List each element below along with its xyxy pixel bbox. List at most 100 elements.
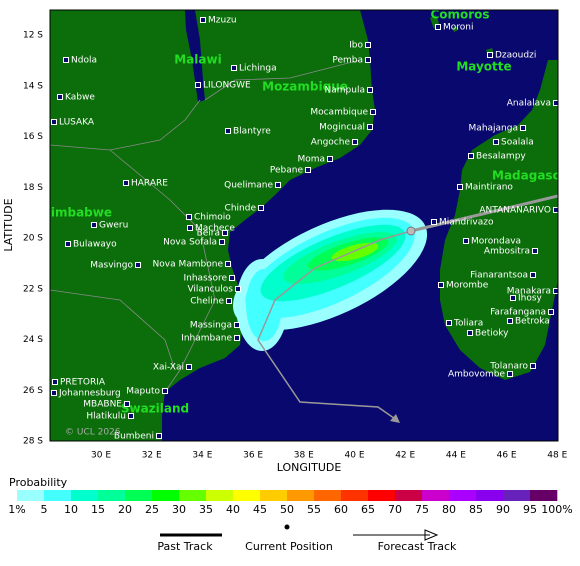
legend-swatch	[422, 490, 450, 501]
legend-label: 5	[41, 503, 48, 516]
mainland	[50, 10, 375, 441]
place-marker	[52, 379, 58, 385]
place-label: Bulawayo	[73, 240, 117, 250]
y-tick-label: 20 S	[23, 234, 43, 244]
place-marker	[186, 364, 192, 370]
place-marker	[467, 330, 473, 336]
legend-label: 10	[64, 503, 78, 516]
forecast-arrow	[390, 414, 400, 423]
place-label: Gweru	[99, 221, 128, 231]
place-marker	[231, 65, 237, 71]
place-marker	[365, 42, 371, 48]
madagascar	[440, 60, 558, 380]
region-label: Malawi	[174, 53, 221, 67]
place-label: Morondava	[471, 237, 521, 247]
legend-title: Probability	[9, 476, 68, 489]
map-frame	[49, 9, 559, 442]
legend-swatch	[260, 490, 288, 501]
x-tick-label: 34 E	[192, 451, 212, 461]
place-marker	[51, 119, 57, 125]
legend-swatch	[287, 490, 315, 501]
place-label: Mocambique	[310, 108, 368, 118]
place-label: Pebane	[270, 166, 304, 176]
legend-label: 100%	[541, 503, 572, 516]
y-tick-label: 26 S	[23, 386, 43, 396]
place-marker	[553, 100, 558, 106]
legend-swatch	[395, 490, 423, 501]
place-marker	[553, 288, 558, 294]
place-label: Soalala	[501, 138, 534, 148]
place-label: Moma	[297, 155, 325, 165]
place-label: Chinde	[225, 204, 257, 214]
legend-swatch	[233, 490, 261, 501]
legend-label: 45	[253, 503, 267, 516]
lake	[185, 10, 205, 102]
legend-swatch	[206, 490, 234, 501]
x-tick-label: 40 E	[345, 451, 365, 461]
x-tick-label: 48 E	[547, 451, 567, 461]
place-label: Vilanculos	[187, 285, 233, 295]
legend-label: 75	[415, 503, 429, 516]
y-tick-label: 22 S	[23, 284, 43, 294]
place-marker	[124, 401, 130, 407]
x-tick-label: 30 E	[91, 451, 111, 461]
place-marker	[431, 219, 437, 225]
legend-track-label: Current Position	[245, 540, 333, 553]
place-marker	[446, 320, 452, 326]
place-marker	[63, 57, 69, 63]
legend-swatch	[449, 490, 477, 501]
place-label: Nova Sofala	[163, 238, 217, 248]
place-label: Nova Mambone	[153, 260, 224, 270]
x-tick-label: 32 E	[142, 451, 162, 461]
place-label: Fianarantsoa	[470, 271, 528, 281]
legend-label: 95	[523, 503, 537, 516]
legend-current-position	[284, 524, 290, 530]
y-tick-label: 28 S	[23, 437, 43, 447]
place-label: Tolanaro	[489, 362, 528, 372]
place-marker	[135, 262, 141, 268]
place-label: Pemba	[332, 56, 363, 66]
place-marker	[553, 207, 558, 213]
legend-forecast-arrow	[424, 529, 439, 541]
place-label: Inhambane	[181, 334, 232, 344]
place-label: Johannesburg	[58, 389, 121, 399]
place-marker	[435, 24, 441, 30]
place-label: PRETORIA	[60, 378, 106, 388]
place-label: Chimoio	[194, 213, 231, 223]
place-label: Xai-Xai	[153, 363, 184, 373]
past-track	[410, 194, 558, 233]
region-label: Madagascar	[492, 169, 574, 183]
place-marker	[367, 87, 373, 93]
place-marker	[507, 318, 513, 324]
place-label: ANTANANARIVO	[479, 206, 551, 216]
legend-label: 40	[226, 503, 240, 516]
region-label: Mayotte	[456, 60, 511, 74]
place-label: Nampula	[325, 86, 365, 96]
place-marker	[367, 124, 373, 130]
legend-label: 60	[334, 503, 348, 516]
place-label: Blantyre	[233, 127, 271, 137]
place-label: LUSAKA	[59, 118, 95, 128]
place-marker	[234, 335, 240, 341]
legend-track-label: Forecast Track	[378, 540, 457, 553]
place-label: Ihosy	[518, 294, 543, 304]
place-label: Besalampy	[476, 152, 526, 162]
legend-swatch	[71, 490, 99, 501]
forecast-track	[257, 230, 412, 422]
legend-swatch	[125, 490, 153, 501]
place-label: Bumbeni	[114, 432, 154, 442]
place-label: Cheline	[190, 297, 224, 307]
place-label: Quelimane	[224, 181, 273, 191]
place-label: Lichinga	[239, 64, 277, 74]
y-tick-label: 24 S	[23, 335, 43, 345]
legend-swatch	[476, 490, 504, 501]
place-label: Beira	[197, 229, 220, 239]
place-marker	[235, 286, 241, 292]
x-tick-label: 46 E	[497, 451, 517, 461]
y-tick-label: 18 S	[23, 183, 43, 193]
islands	[430, 15, 494, 56]
place-label: Manakara	[507, 287, 551, 297]
place-label: MBABNE	[83, 400, 122, 410]
